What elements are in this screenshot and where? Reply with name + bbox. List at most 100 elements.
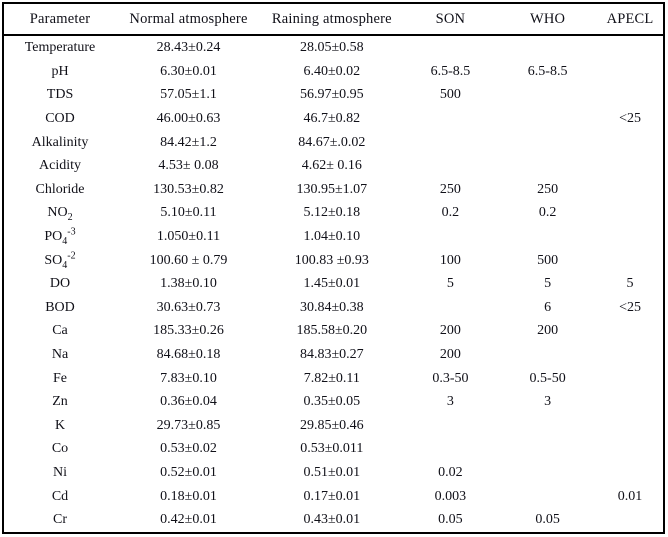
parameter-label: BOD bbox=[45, 299, 75, 315]
who-cell bbox=[498, 107, 597, 131]
son-cell: 0.3-50 bbox=[432, 370, 469, 386]
parameter-label: TDS bbox=[46, 87, 74, 103]
apecl-cell bbox=[597, 461, 663, 485]
son-cell: 3 bbox=[446, 394, 454, 410]
raining-atmosphere-cell: 84.83±0.27 bbox=[299, 346, 364, 362]
table-row: Alkalinity 84.42±1.2 84.67±.0.02 bbox=[4, 131, 663, 155]
son-cell: 100 bbox=[439, 252, 461, 268]
raining-atmosphere-cell: 0.17±0.01 bbox=[303, 488, 361, 504]
table-row: NO2 5.10±0.11 5.12±0.18 0.2 0.2 bbox=[4, 202, 663, 226]
parameter-label: pH bbox=[51, 63, 69, 79]
normal-atmosphere-cell: 185.33±0.26 bbox=[153, 323, 224, 339]
parameter-cell: Co bbox=[4, 438, 116, 462]
parameter-cell: Zn bbox=[4, 390, 116, 414]
table-row: Fe 7.83±0.10 7.82±0.11 0.3-50 0.5-50 bbox=[4, 367, 663, 391]
raining-atmosphere-cell: 30.84±0.38 bbox=[299, 299, 364, 315]
parameter-superscript: -2 bbox=[67, 249, 76, 261]
column-header-parameter: Parameter bbox=[4, 4, 117, 36]
who-cell: 6.5-8.5 bbox=[527, 63, 568, 79]
parameter-cell: Ni bbox=[4, 461, 116, 485]
parameter-label: PO bbox=[44, 229, 63, 245]
apecl-cell bbox=[597, 202, 663, 226]
parameter-label: Zn bbox=[52, 394, 68, 410]
table-body: Temperature 28.43±0.24 28.05±0.58 pH 6.30±0.… bbox=[4, 35, 663, 532]
table-row: COD 46.00±0.63 46.7±0.82 <25 bbox=[4, 107, 663, 131]
normal-atmosphere-cell: 5.10±0.11 bbox=[160, 205, 217, 221]
raining-atmosphere-cell: 185.58±0.20 bbox=[296, 323, 368, 339]
water-parameters-table: Parameter Normal atmosphere Raining atmo… bbox=[4, 4, 663, 532]
who-cell bbox=[498, 461, 597, 485]
raining-atmosphere-cell: 100.83 ±0.93 bbox=[294, 252, 369, 268]
apecl-cell: 5 bbox=[626, 276, 634, 292]
table-row: Temperature 28.43±0.24 28.05±0.58 bbox=[4, 35, 663, 60]
parameter-cell: BOD bbox=[4, 296, 116, 320]
parameter-cell: Cr bbox=[4, 508, 116, 532]
who-cell: 250 bbox=[537, 181, 559, 197]
raining-atmosphere-cell: 7.82±0.11 bbox=[303, 370, 360, 386]
apecl-cell bbox=[597, 178, 663, 202]
normal-atmosphere-cell: 1.050±0.11 bbox=[156, 229, 221, 245]
son-cell bbox=[403, 225, 499, 249]
apecl-cell: <25 bbox=[619, 111, 641, 127]
table-row: SO4-2 100.60 ± 0.79 100.83 ±0.93 100 500 bbox=[4, 249, 663, 273]
apecl-cell bbox=[597, 414, 663, 438]
apecl-cell bbox=[597, 367, 663, 391]
normal-atmosphere-cell: 130.53±0.82 bbox=[153, 181, 224, 197]
normal-atmosphere-cell: 57.05±1.1 bbox=[160, 87, 217, 103]
column-header-son: SON bbox=[402, 4, 499, 36]
who-cell bbox=[498, 84, 597, 108]
normal-atmosphere-cell: 84.68±0.18 bbox=[156, 346, 221, 362]
parameter-subscript: 4 bbox=[62, 235, 68, 247]
who-cell: 6 bbox=[544, 299, 552, 315]
raining-atmosphere-cell: 1.04±0.10 bbox=[303, 229, 361, 245]
who-cell bbox=[498, 438, 597, 462]
table-row: TDS 57.05±1.1 56.97±0.95 500 bbox=[4, 84, 663, 108]
normal-atmosphere-cell: 6.30±0.01 bbox=[160, 63, 217, 79]
table-row: BOD 30.63±0.73 30.84±0.38 6 <25 bbox=[4, 296, 663, 320]
who-cell bbox=[498, 131, 597, 155]
normal-atmosphere-cell: 84.42±1.2 bbox=[160, 134, 217, 150]
apecl-cell bbox=[597, 225, 663, 249]
who-cell bbox=[498, 414, 597, 438]
parameter-cell: Chloride bbox=[4, 178, 116, 202]
apecl-cell bbox=[597, 438, 663, 462]
parameter-label: SO bbox=[44, 252, 63, 268]
son-cell bbox=[403, 438, 499, 462]
raining-atmosphere-cell: 6.40±0.02 bbox=[303, 63, 361, 79]
son-cell bbox=[403, 131, 499, 155]
parameter-cell: Temperature bbox=[4, 35, 116, 60]
parameter-subscript: 2 bbox=[67, 212, 73, 224]
raining-atmosphere-cell: 46.7±0.82 bbox=[303, 111, 361, 127]
normal-atmosphere-cell: 7.83±0.10 bbox=[160, 370, 217, 386]
column-header-normal-atmosphere: Normal atmosphere bbox=[116, 4, 261, 36]
parameter-cell: pH bbox=[4, 60, 116, 84]
parameter-cell: TDS bbox=[4, 84, 116, 108]
son-cell bbox=[403, 154, 499, 178]
normal-atmosphere-cell: 100.60 ± 0.79 bbox=[149, 252, 228, 268]
who-cell bbox=[498, 154, 597, 178]
raining-atmosphere-cell: 130.95±1.07 bbox=[296, 181, 368, 197]
parameter-cell: K bbox=[4, 414, 116, 438]
parameter-label: COD bbox=[45, 111, 75, 127]
who-cell bbox=[498, 35, 597, 60]
parameter-cell: COD bbox=[4, 107, 116, 131]
apecl-cell bbox=[597, 508, 663, 532]
table-row: pH 6.30±0.01 6.40±0.02 6.5-8.5 6.5-8.5 bbox=[4, 60, 663, 84]
son-cell: 200 bbox=[439, 346, 461, 362]
table-row: DO 1.38±0.10 1.45±0.01 5 5 5 bbox=[4, 272, 663, 296]
normal-atmosphere-cell: 0.53±0.02 bbox=[160, 441, 217, 457]
normal-atmosphere-cell: 0.52±0.01 bbox=[160, 464, 217, 480]
normal-atmosphere-cell: 29.73±0.85 bbox=[156, 417, 221, 433]
normal-atmosphere-cell: 4.53± 0.08 bbox=[158, 158, 219, 174]
apecl-cell: 0.01 bbox=[617, 488, 643, 504]
who-cell: 0.05 bbox=[535, 512, 560, 528]
parameter-label: Acidity bbox=[39, 158, 81, 174]
son-cell bbox=[403, 414, 499, 438]
who-cell: 200 bbox=[537, 323, 559, 339]
raining-atmosphere-cell: 1.45±0.01 bbox=[303, 276, 361, 292]
raining-atmosphere-cell: 5.12±0.18 bbox=[303, 205, 361, 221]
who-cell: 5 bbox=[544, 276, 552, 292]
parameter-label: Cr bbox=[53, 512, 67, 528]
parameter-cell: NO2 bbox=[4, 202, 116, 226]
